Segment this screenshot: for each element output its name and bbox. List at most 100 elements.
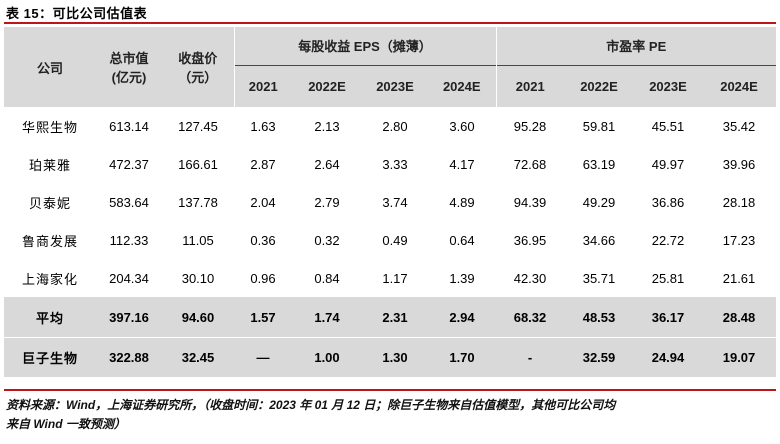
eps-cell: 1.70 — [428, 337, 496, 377]
pe-cell: 39.96 — [722, 156, 756, 172]
header-pe-year: 2022E — [564, 64, 634, 107]
pe-cell: 72.68 — [513, 156, 547, 172]
eps-cell: 1.00 — [292, 337, 362, 377]
table-title: 表 15：可比公司估值表 — [6, 6, 148, 21]
pe-cell: 24.94 — [634, 337, 702, 377]
eps-cell: 0.96 — [250, 270, 276, 286]
eps-cell: 0.64 — [449, 232, 475, 248]
company-name: 巨子生物 — [4, 337, 96, 377]
pe-cell: 36.17 — [634, 297, 702, 338]
eps-cell: 2.87 — [250, 156, 276, 172]
header-eps-year: 2024E — [428, 64, 496, 107]
market-cap-cell: 397.16 — [96, 297, 162, 338]
close-price-cell: 30.10 — [181, 270, 215, 286]
table-row: 上海家化 204.34 30.10 0.96 0.84 1.17 1.39 42… — [4, 259, 776, 297]
pe-cell: 49.29 — [582, 194, 616, 210]
header-market-cap: 总市值 (亿元) — [96, 27, 162, 107]
pe-cell: 28.18 — [722, 194, 756, 210]
market-cap-cell: 472.37 — [109, 156, 149, 172]
eps-cell: 1.57 — [234, 297, 292, 338]
pe-cell: - — [496, 337, 564, 377]
eps-cell: 2.13 — [314, 118, 340, 134]
header-pe-year: 2023E — [634, 64, 702, 107]
eps-cell: 1.17 — [382, 270, 408, 286]
eps-cell: 0.49 — [382, 232, 408, 248]
source-note-line1: 资料来源：Wind，上海证券研究所，（收盘时间：2023 年 01 月 12 日… — [6, 398, 616, 412]
pe-cell: 95.28 — [513, 118, 547, 134]
header-eps-group: 每股收益 EPS（摊薄） — [233, 27, 496, 65]
market-cap-cell: 112.33 — [109, 232, 149, 248]
valuation-table: 公司 总市值 (亿元) 收盘价 （元） 每股收益 EPS（摊薄） 市盈率 PE … — [4, 27, 777, 377]
market-cap-cell: 322.88 — [96, 337, 162, 377]
table-row: 华熙生物 613.14 127.45 1.63 2.13 2.80 3.60 9… — [4, 107, 776, 145]
eps-cell: 2.80 — [382, 118, 408, 134]
header-close-price-line2: （元） — [178, 70, 218, 85]
eps-cell: 0.32 — [314, 232, 340, 248]
pe-cell: 59.81 — [582, 118, 616, 134]
eps-cell: 3.74 — [382, 194, 408, 210]
close-price-cell: 94.60 — [162, 297, 234, 338]
table-bottom-divider — [4, 389, 776, 391]
header-pe-year: 2024E — [702, 64, 777, 107]
pe-cell: 17.23 — [722, 232, 756, 248]
average-label: 平均 — [4, 297, 96, 338]
average-row: 平均 397.16 94.60 1.57 1.74 2.31 2.94 68.3… — [4, 297, 777, 338]
pe-cell: 19.07 — [702, 337, 777, 377]
eps-cell: 2.94 — [428, 297, 496, 338]
header-pe-year: 2021 — [495, 64, 564, 107]
eps-cell: 0.36 — [250, 232, 276, 248]
table-row: 珀莱雅 472.37 166.61 2.87 2.64 3.33 4.17 72… — [4, 145, 776, 183]
pe-cell: 32.59 — [564, 337, 634, 377]
pe-cell: 42.30 — [513, 270, 547, 286]
company-name: 贝泰妮 — [28, 195, 71, 211]
eps-cell: 2.04 — [250, 194, 276, 210]
pe-cell: 35.42 — [722, 118, 756, 134]
close-price-cell: 137.78 — [178, 194, 218, 210]
pe-cell: 94.39 — [513, 194, 547, 210]
title-divider — [4, 22, 776, 24]
header-eps-year: 2022E — [292, 64, 362, 107]
eps-cell: 3.60 — [449, 118, 475, 134]
header-close-price: 收盘价 （元） — [162, 27, 234, 107]
header-company: 公司 — [4, 27, 96, 107]
company-name: 上海家化 — [21, 271, 78, 287]
market-cap-cell: 204.34 — [109, 270, 149, 286]
pe-cell: 36.95 — [513, 232, 547, 248]
table-row: 鲁商发展 112.33 11.05 0.36 0.32 0.49 0.64 36… — [4, 221, 776, 259]
header-market-cap-line2: (亿元) — [111, 70, 147, 85]
eps-cell: 0.84 — [314, 270, 340, 286]
eps-cell: — — [234, 337, 292, 377]
company-name: 鲁商发展 — [21, 233, 78, 249]
pe-cell: 34.66 — [582, 232, 616, 248]
eps-cell: 1.30 — [362, 337, 428, 377]
table-row: 贝泰妮 583.64 137.78 2.04 2.79 3.74 4.89 94… — [4, 183, 776, 221]
close-price-cell: 32.45 — [162, 337, 234, 377]
pe-cell: 22.72 — [651, 232, 685, 248]
reference-row: 巨子生物 322.88 32.45 — 1.00 1.30 1.70 - 32.… — [4, 337, 777, 377]
company-name: 珀莱雅 — [28, 157, 71, 173]
header-eps-year: 2023E — [362, 64, 428, 107]
pe-cell: 28.48 — [702, 297, 777, 338]
pe-cell: 36.86 — [651, 194, 685, 210]
eps-cell: 2.64 — [314, 156, 340, 172]
source-note-line2: 来自 Wind 一致预测） — [6, 417, 126, 431]
eps-cell: 1.74 — [292, 297, 362, 338]
pe-cell: 49.97 — [651, 156, 685, 172]
market-cap-cell: 583.64 — [109, 194, 149, 210]
header-close-price-line1: 收盘价 — [178, 51, 218, 66]
close-price-cell: 11.05 — [182, 232, 214, 248]
company-name: 华熙生物 — [21, 119, 78, 135]
pe-cell: 35.71 — [582, 270, 616, 286]
pe-cell: 21.61 — [722, 270, 756, 286]
eps-cell: 3.33 — [382, 156, 408, 172]
eps-cell: 2.79 — [314, 194, 340, 210]
header-pe-group: 市盈率 PE — [495, 27, 777, 65]
market-cap-cell: 613.14 — [109, 118, 149, 134]
close-price-cell: 166.61 — [178, 156, 218, 172]
eps-cell: 1.63 — [250, 118, 276, 134]
header-eps-year: 2021 — [233, 64, 292, 107]
pe-cell: 63.19 — [582, 156, 616, 172]
source-note: 资料来源：Wind，上海证券研究所，（收盘时间：2023 年 01 月 12 日… — [6, 396, 776, 434]
pe-cell: 48.53 — [564, 297, 634, 338]
eps-cell: 2.31 — [362, 297, 428, 338]
